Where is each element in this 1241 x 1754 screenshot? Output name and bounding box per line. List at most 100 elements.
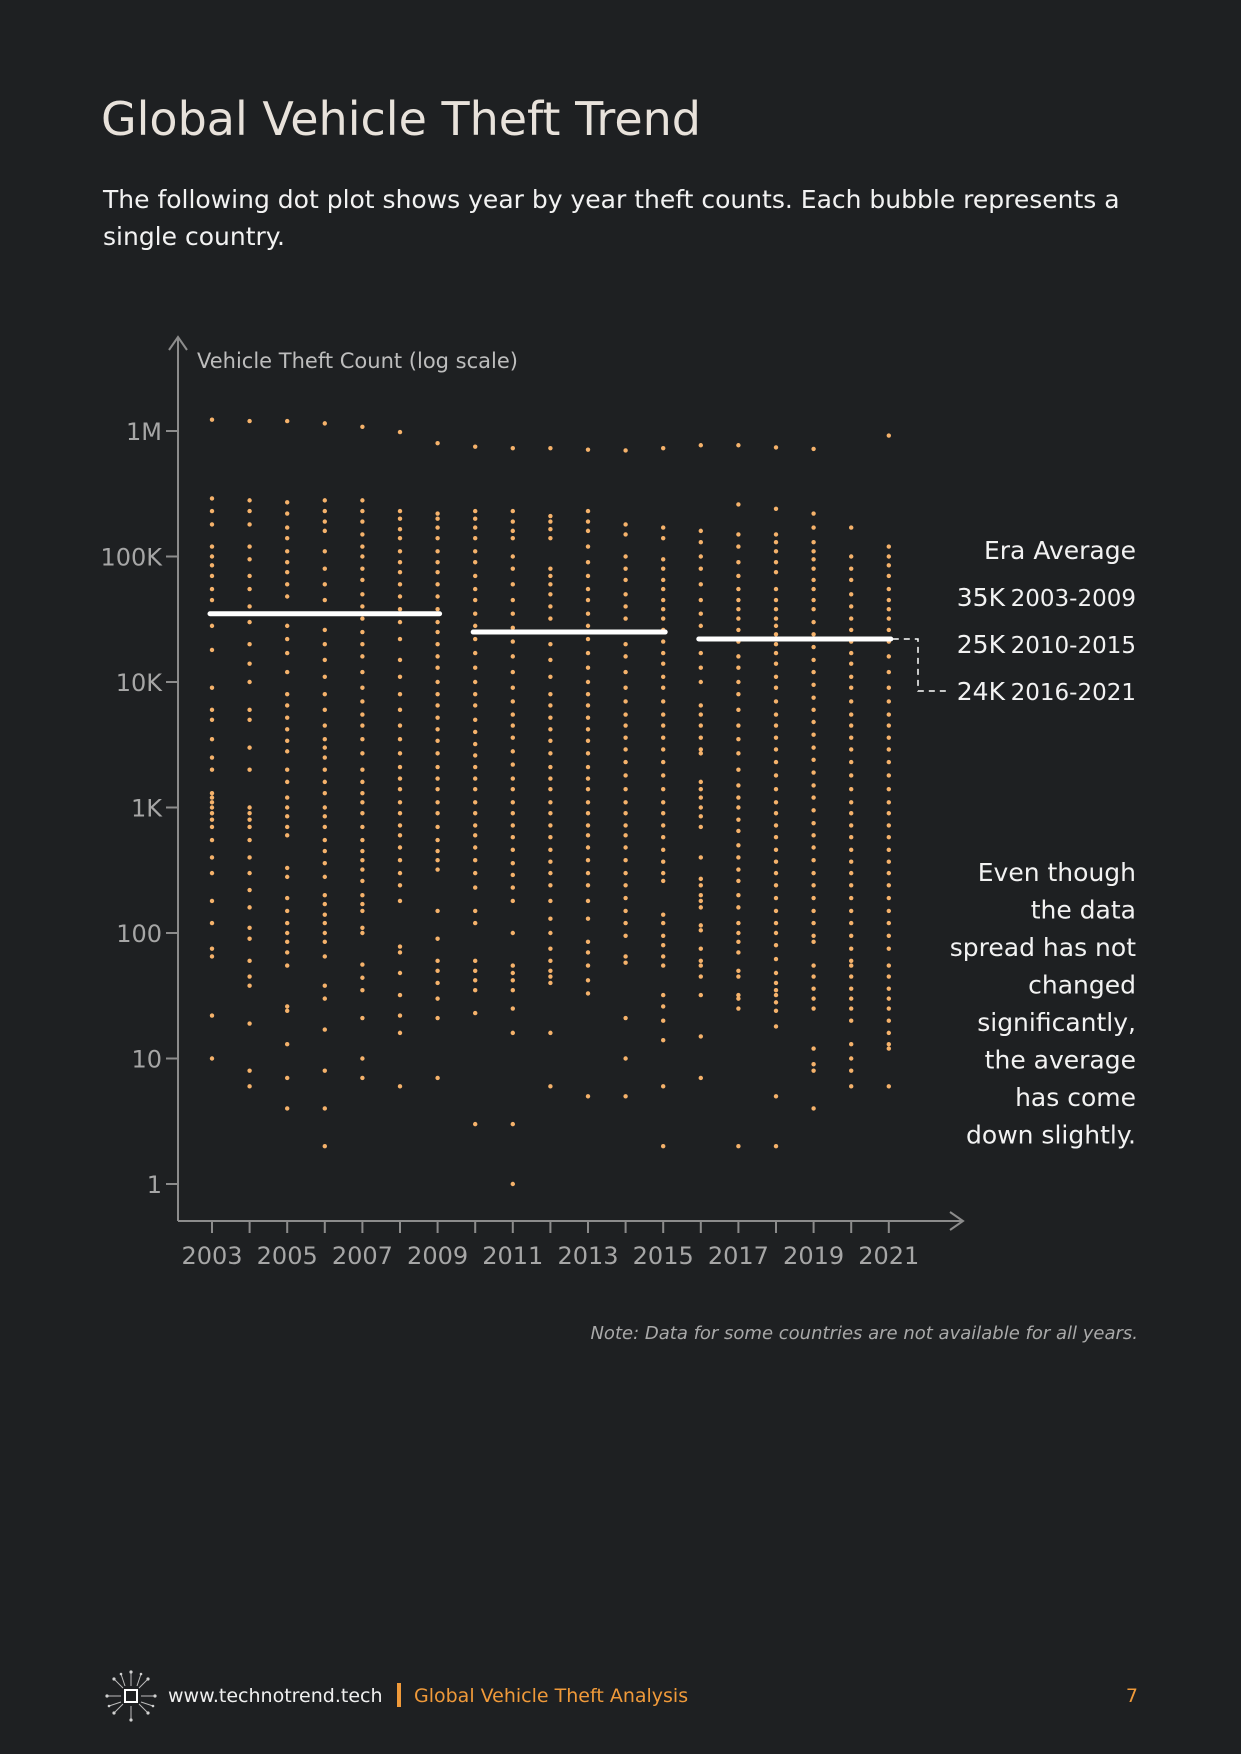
data-point — [322, 755, 327, 760]
data-point — [548, 847, 553, 853]
data-point — [661, 834, 666, 840]
data-point — [285, 650, 290, 656]
data-point — [510, 669, 515, 675]
data-point — [623, 883, 628, 888]
footer-separator — [397, 1683, 401, 1707]
data-point — [585, 738, 591, 743]
data-point — [773, 1008, 779, 1013]
chart-annotation: Even though the data spread has not changed… — [950, 858, 1136, 1150]
x-tick-label: 2003 — [181, 1242, 242, 1270]
data-point — [548, 800, 553, 805]
data-point — [397, 992, 403, 998]
data-point — [773, 560, 779, 565]
data-point — [473, 535, 478, 541]
data-point — [285, 582, 290, 587]
data-point — [473, 885, 478, 890]
data-point — [322, 1144, 327, 1149]
data-point — [548, 898, 553, 904]
data-point — [473, 586, 478, 592]
data-point — [247, 1084, 252, 1089]
data-point — [585, 703, 591, 708]
data-point — [548, 703, 553, 708]
data-point — [360, 811, 365, 816]
page-title: Global Vehicle Theft Trend — [101, 92, 701, 146]
data-point — [623, 554, 628, 559]
data-point — [773, 650, 779, 656]
data-point — [322, 657, 327, 663]
data-point — [811, 908, 816, 914]
data-point — [849, 847, 854, 853]
data-point — [698, 779, 703, 785]
data-point — [510, 1006, 515, 1011]
chart-note: Note: Data for some countries are not av… — [590, 1323, 1138, 1344]
data-point — [736, 544, 741, 549]
data-point — [698, 723, 703, 728]
data-point — [623, 933, 628, 938]
data-point — [736, 817, 741, 822]
data-point — [661, 747, 666, 752]
footer-website-link[interactable]: www.technotrend.tech — [168, 1685, 383, 1707]
data-point — [849, 1056, 854, 1061]
data-point — [886, 759, 891, 765]
data-point — [886, 654, 891, 659]
data-point — [886, 554, 891, 559]
data-point — [510, 685, 515, 690]
data-point — [473, 920, 478, 926]
data-point — [397, 944, 403, 949]
data-point — [435, 968, 440, 973]
data-point — [736, 502, 741, 507]
data-point — [435, 607, 440, 612]
data-point — [773, 773, 779, 778]
data-point — [247, 498, 252, 503]
data-point — [886, 823, 891, 828]
data-point — [322, 912, 327, 917]
data-point — [773, 607, 779, 612]
data-point — [209, 870, 215, 876]
data-point — [548, 573, 553, 579]
data-point — [360, 779, 365, 785]
data-point — [247, 508, 252, 514]
data-point — [736, 939, 741, 945]
data-point — [849, 859, 854, 864]
data-point — [285, 963, 290, 968]
data-point — [322, 814, 327, 819]
legend-era-value: 25K — [957, 630, 1006, 659]
annotation-line: significantly, — [977, 1008, 1136, 1037]
data-point — [360, 837, 365, 843]
data-point — [811, 557, 816, 562]
data-point — [623, 858, 628, 863]
data-point — [360, 800, 365, 805]
data-point — [473, 764, 478, 770]
x-tick-label: 2009 — [407, 1242, 468, 1270]
data-point — [322, 642, 327, 647]
data-point — [435, 751, 440, 756]
data-point — [623, 616, 628, 621]
data-point — [623, 699, 628, 704]
data-point — [849, 986, 854, 991]
data-point — [247, 642, 252, 647]
data-point — [322, 745, 327, 750]
data-point — [849, 1084, 854, 1089]
data-point — [736, 795, 741, 800]
data-point — [661, 661, 666, 666]
data-point — [473, 444, 478, 449]
data-point — [886, 685, 891, 690]
data-point — [773, 870, 779, 876]
data-point — [661, 607, 666, 612]
data-point — [510, 963, 515, 968]
data-point — [397, 786, 403, 792]
y-tick-label: 100 — [116, 920, 162, 948]
data-point — [585, 978, 591, 983]
data-point — [698, 665, 703, 670]
data-point — [209, 597, 215, 603]
data-point — [285, 920, 290, 926]
data-point — [360, 988, 365, 993]
data-point — [886, 946, 891, 951]
data-point — [397, 764, 403, 770]
data-point — [397, 619, 403, 625]
data-point — [510, 582, 515, 587]
data-point — [548, 657, 553, 663]
data-point — [473, 870, 478, 876]
data-point — [698, 855, 703, 860]
annotation-line: down slightly. — [966, 1121, 1136, 1150]
